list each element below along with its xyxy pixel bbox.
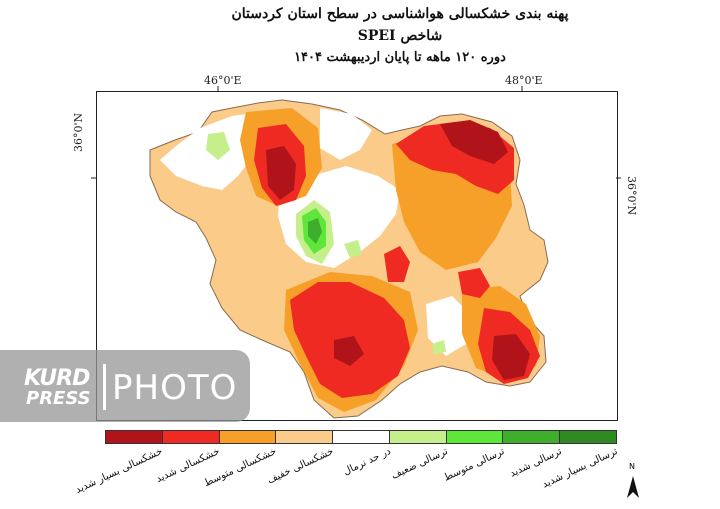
legend-label-moderate-wet: ترسالی متوسط <box>442 446 507 484</box>
longitude-label-right: 48°0'E <box>505 74 543 87</box>
map-title: پهنه بندی خشکسالی هواشناسی در سطح استان … <box>231 6 569 22</box>
zone-severe-wet-center <box>308 218 322 244</box>
legend-label-normal: در حد نرمال <box>341 446 393 478</box>
legend-label-weak-wet: ترسالی ضعیف <box>389 446 450 482</box>
watermark-divider <box>103 364 106 410</box>
map-subtitle-period: دوره ۱۲۰ ماهه تا پایان اردیبهشت ۱۴۰۴ <box>294 50 506 65</box>
watermark-photo: PHOTO <box>112 368 238 408</box>
zone-weak-wet-north <box>206 132 230 160</box>
legend-labels: خشکسالی بسیار شدید خشکسالی شدید خشکسالی … <box>74 444 619 504</box>
legend-colorbar <box>105 430 617 444</box>
legend-swatch <box>503 431 561 443</box>
longitude-label-left: 46°0'E <box>204 74 242 87</box>
legend-swatch <box>106 431 163 443</box>
zone-normal-east <box>426 296 470 356</box>
watermark-kurd: KURD <box>24 366 90 391</box>
north-label: N <box>629 462 635 471</box>
legend-swatch <box>276 431 334 443</box>
zone-weak-wet-small <box>344 240 362 258</box>
legend-swatch <box>560 431 617 443</box>
zone-extreme-northeast <box>440 120 508 164</box>
kurdpress-watermark: KURD PRESS PHOTO <box>0 350 250 422</box>
zone-extreme-north <box>266 146 296 200</box>
north-arrow: N <box>624 462 642 502</box>
zone-extreme-south <box>334 336 364 366</box>
legend-swatch <box>333 431 390 443</box>
watermark-press: PRESS <box>26 388 91 409</box>
legend-swatch <box>219 431 277 443</box>
zone-extreme-southeast <box>492 334 530 380</box>
zone-normal-north2 <box>320 108 372 160</box>
map-subtitle-index: شاخص SPEI <box>357 28 443 44</box>
zone-severe-east-mid <box>458 268 490 298</box>
legend-swatch <box>446 431 504 443</box>
north-arrow-icon <box>627 476 639 498</box>
zone-severe-mid <box>384 246 410 282</box>
zone-weak-wet-east <box>432 340 446 354</box>
legend-swatch <box>162 431 220 443</box>
legend-swatch <box>389 431 447 443</box>
